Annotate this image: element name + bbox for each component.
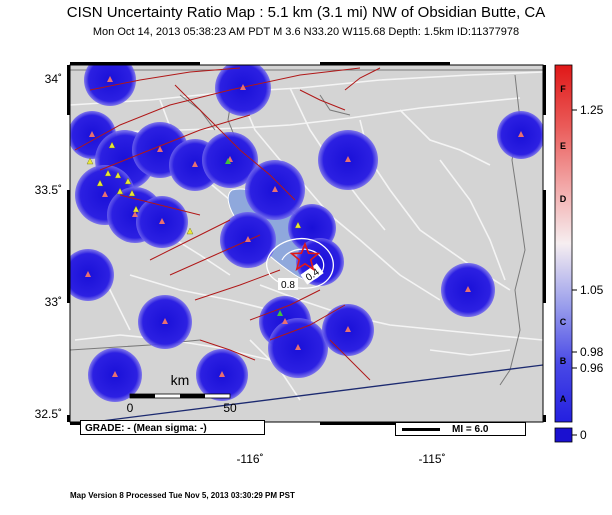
colorbar-grades: F E D C B A	[560, 84, 567, 404]
mi-legend-label: MI = 6.0	[452, 424, 489, 435]
scale-tick-label: 0	[127, 401, 134, 415]
scale-bar-segment	[130, 394, 155, 398]
colorbar	[554, 64, 573, 423]
colorbar-ticks	[572, 109, 577, 436]
colorbar-zero-swatch	[554, 427, 573, 443]
grade-letter: C	[560, 317, 567, 327]
map-title: CISN Uncertainty Ratio Map : 5.1 km (3.1…	[66, 4, 546, 21]
contour-line	[266, 237, 334, 289]
colorbar-value: 0.96	[580, 361, 604, 375]
colorbar-zero-label: 0	[580, 428, 587, 442]
grade-letter: A	[560, 394, 567, 404]
epicenter-star-icon	[289, 241, 321, 272]
intl-border	[88, 364, 543, 422]
grade-letter: B	[560, 356, 567, 366]
mi-legend-line	[402, 428, 440, 431]
colorbar-value: 1.05	[580, 283, 604, 297]
contour-label-box	[300, 263, 324, 285]
scale-tick-label: 50	[223, 401, 237, 415]
scale-bar-segment	[180, 394, 205, 398]
lat-label: 33.5˚	[34, 183, 62, 197]
mi-legend-box: MI = 6.0	[395, 422, 526, 436]
stations-yellow	[86, 141, 302, 235]
faults	[74, 67, 381, 381]
contour-label: 0.8	[281, 280, 295, 291]
event-details: Mon Oct 14, 2013 05:38:23 AM PDT M 3.6 N…	[92, 26, 520, 38]
grade-box: GRADE: - (Mean sigma: -)	[80, 420, 265, 435]
stations-red	[85, 76, 524, 377]
grade-letter: E	[560, 141, 566, 151]
grade-letter: D	[560, 194, 567, 204]
map-version-footer: Map Version 8 Processed Tue Nov 5, 2013 …	[70, 491, 295, 500]
stations-green	[225, 158, 283, 316]
lat-label: 34˚	[44, 72, 62, 86]
lon-label: -116˚	[236, 452, 264, 466]
colorbar-value: 1.25	[580, 103, 604, 117]
lon-label: -115˚	[418, 452, 446, 466]
scale-unit: km	[171, 372, 190, 388]
grade-letter: F	[560, 84, 566, 94]
contour-label-box	[278, 278, 298, 290]
lat-label: 32.5˚	[34, 407, 62, 421]
lat-label: 33˚	[44, 295, 62, 309]
colorbar-value: 0.98	[580, 345, 604, 359]
